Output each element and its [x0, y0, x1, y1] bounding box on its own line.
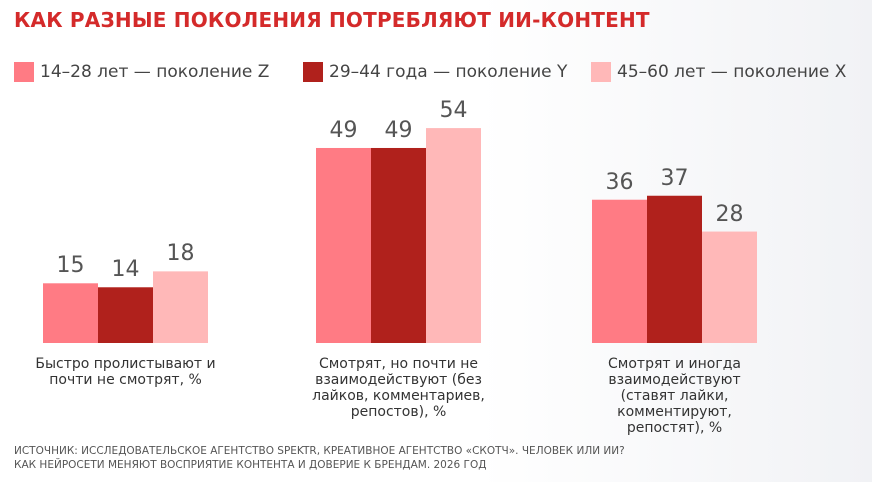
- chart-title: КАК РАЗНЫЕ ПОКОЛЕНИЯ ПОТРЕБЛЯЮТ ИИ-КОНТЕ…: [14, 8, 650, 32]
- source-note: КАК НЕЙРОСЕТИ МЕНЯЮТ ВОСПРИЯТИЕ КОНТЕНТА…: [14, 459, 487, 471]
- bar: [592, 199, 647, 343]
- bar: [702, 231, 757, 343]
- legend-item: 45–60 лет — поколение X: [591, 62, 846, 82]
- x-tick-label: Смотрят, но почти не взаимодействуют (бе…: [312, 356, 485, 420]
- bar: [371, 147, 426, 343]
- bar: [43, 283, 98, 343]
- bar: [316, 147, 371, 343]
- legend-item: 29–44 года — поколение Y: [303, 62, 567, 82]
- value-label: 28: [715, 201, 744, 227]
- legend-swatch: [303, 62, 323, 82]
- value-label: 37: [660, 165, 689, 191]
- bar: [153, 271, 208, 343]
- x-tick-label: Смотрят и иногда взаимодействуют (ставят…: [608, 356, 741, 436]
- legend-swatch: [591, 62, 611, 82]
- legend-swatch: [14, 62, 34, 82]
- legend-label: 14–28 лет — поколение Z: [40, 62, 270, 82]
- value-label: 36: [605, 169, 634, 195]
- legend-item: 14–28 лет — поколение Z: [14, 62, 269, 82]
- value-label: 49: [329, 117, 358, 143]
- x-tick-label: Быстро пролистывают и почти не смотрят, …: [35, 356, 216, 388]
- value-label: 54: [439, 98, 468, 124]
- value-label: 14: [111, 257, 140, 283]
- bar: [426, 128, 481, 343]
- legend-label: 45–60 лет — поколение X: [617, 62, 847, 82]
- value-label: 18: [166, 241, 195, 267]
- source-note: ИСТОЧНИК: ИССЛЕДОВАТЕЛЬСКОЕ АГЕНТСТВО SP…: [14, 445, 625, 457]
- legend-label: 29–44 года — поколение Y: [329, 62, 568, 82]
- value-label: 49: [384, 117, 413, 143]
- value-label: 15: [56, 253, 85, 279]
- bar: [98, 287, 153, 343]
- bar: [647, 195, 702, 343]
